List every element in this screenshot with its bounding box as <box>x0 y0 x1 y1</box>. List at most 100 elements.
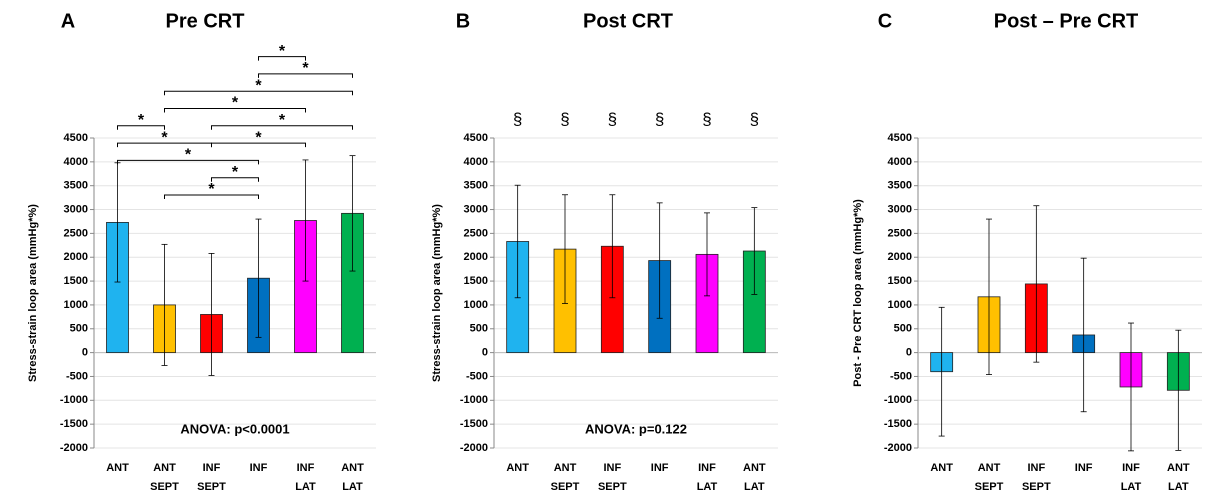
x-tick-label: LAT <box>1121 481 1142 493</box>
y-tick-label: 3000 <box>64 203 88 215</box>
bar-mark: § <box>750 109 759 128</box>
y-tick-label: 500 <box>894 323 912 335</box>
y-tick-label: -2000 <box>884 442 912 454</box>
x-tick-label: LAT <box>342 481 363 493</box>
x-tick-label: SEPT <box>1022 481 1051 493</box>
significance-bracket <box>211 125 353 130</box>
error-bar <box>704 212 710 297</box>
error-bar <box>1080 257 1087 413</box>
y-tick-label: 0 <box>82 347 88 359</box>
significance-bracket <box>117 125 165 130</box>
y-tick-label: -500 <box>890 370 912 382</box>
x-tick-label: INF <box>250 462 268 474</box>
y-tick-label: 0 <box>482 347 488 359</box>
y-tick-label: 500 <box>470 323 488 335</box>
x-tick-label: INF <box>297 462 315 474</box>
y-tick-label: 1500 <box>464 275 488 287</box>
panel-letter: C <box>878 10 892 32</box>
error-bar <box>208 253 215 376</box>
x-tick-label: INF <box>698 462 716 474</box>
y-tick-label: 3000 <box>464 203 488 215</box>
y-tick-label: 4000 <box>464 156 488 168</box>
bar-mark: § <box>702 109 711 128</box>
y-axis-label: Post - Pre CRT loop area (mmHg*%) <box>852 199 864 387</box>
y-tick-label: -500 <box>66 370 88 382</box>
y-tick-label: 4500 <box>64 132 88 144</box>
y-tick-label: -1000 <box>884 394 912 406</box>
x-tick-label: ANT <box>1167 462 1190 474</box>
significance-label: * <box>185 147 192 164</box>
y-tick-label: 1000 <box>464 299 488 311</box>
error-bar <box>255 218 262 338</box>
error-bar <box>161 243 168 366</box>
x-tick-label: LAT <box>744 481 765 493</box>
x-tick-label: ANT <box>106 462 129 474</box>
x-tick-label: SEPT <box>598 481 627 493</box>
y-tick-label: 2500 <box>888 227 912 239</box>
panel-letter: B <box>456 10 470 32</box>
significance-bracket <box>164 194 259 199</box>
significance-bracket <box>117 159 259 165</box>
y-tick-label: 4500 <box>464 132 488 144</box>
y-tick-label: -1500 <box>60 418 88 430</box>
y-tick-label: -1500 <box>884 418 912 430</box>
x-tick-label: INF <box>603 462 621 474</box>
y-tick-label: 1000 <box>888 299 912 311</box>
chart-title: Pre CRT <box>166 10 245 32</box>
x-tick-label: INF <box>203 462 221 474</box>
error-bar <box>349 155 356 272</box>
y-tick-label: 2000 <box>888 251 912 263</box>
significance-label: * <box>138 112 145 129</box>
x-tick-label: LAT <box>697 481 718 493</box>
y-tick-label: 1500 <box>888 275 912 287</box>
y-tick-label: -2000 <box>60 442 88 454</box>
x-tick-label: INF <box>1122 462 1140 474</box>
error-bar <box>938 306 945 437</box>
y-axis-label: Stress-strain loop area (mmHg*%) <box>431 204 443 382</box>
significance-label: * <box>279 112 286 129</box>
x-tick-label: ANT <box>743 462 766 474</box>
y-tick-label: -1500 <box>460 418 488 430</box>
y-tick-label: 3500 <box>64 180 88 192</box>
x-tick-label: ANT <box>506 462 529 474</box>
significance-label: * <box>232 164 239 181</box>
chart-title: Post CRT <box>583 10 673 32</box>
significance-label: * <box>302 60 309 77</box>
bar-mark: § <box>560 109 569 128</box>
significance-label: * <box>161 129 168 146</box>
error-bar <box>656 202 663 319</box>
significance-bracket <box>258 56 306 61</box>
x-tick-label: SEPT <box>551 481 580 493</box>
y-tick-label: 2500 <box>464 227 488 239</box>
significance-bracket <box>164 90 353 96</box>
y-axis-label: Stress-strain loop area (mmHg*%) <box>27 204 39 382</box>
chart-title: Post – Pre CRT <box>994 10 1138 32</box>
annotation: ANOVA: p<0.0001 <box>180 421 289 436</box>
x-tick-label: LAT <box>295 481 316 493</box>
x-tick-label: SEPT <box>197 481 226 493</box>
significance-label: * <box>208 181 215 198</box>
x-tick-label: ANT <box>153 462 176 474</box>
significance-bracket <box>211 142 306 148</box>
bar-mark: § <box>608 109 617 128</box>
error-bar <box>1128 322 1134 452</box>
panel-letter: A <box>61 10 75 32</box>
y-tick-label: -1000 <box>460 394 488 406</box>
y-tick-label: 0 <box>906 347 912 359</box>
x-tick-label: ANT <box>930 462 953 474</box>
y-tick-label: -1000 <box>60 394 88 406</box>
y-tick-label: 2000 <box>64 251 88 263</box>
error-bar <box>609 194 616 299</box>
y-tick-label: 3500 <box>464 180 488 192</box>
y-tick-label: 4000 <box>888 156 912 168</box>
x-tick-label: SEPT <box>150 481 179 493</box>
error-bar <box>302 159 309 282</box>
y-tick-label: 3500 <box>888 180 912 192</box>
error-bar <box>1033 205 1040 363</box>
significance-bracket <box>164 108 306 113</box>
significance-label: * <box>232 95 239 112</box>
significance-label: * <box>255 77 262 94</box>
y-tick-label: 4500 <box>888 132 912 144</box>
y-tick-label: 3000 <box>888 203 912 215</box>
